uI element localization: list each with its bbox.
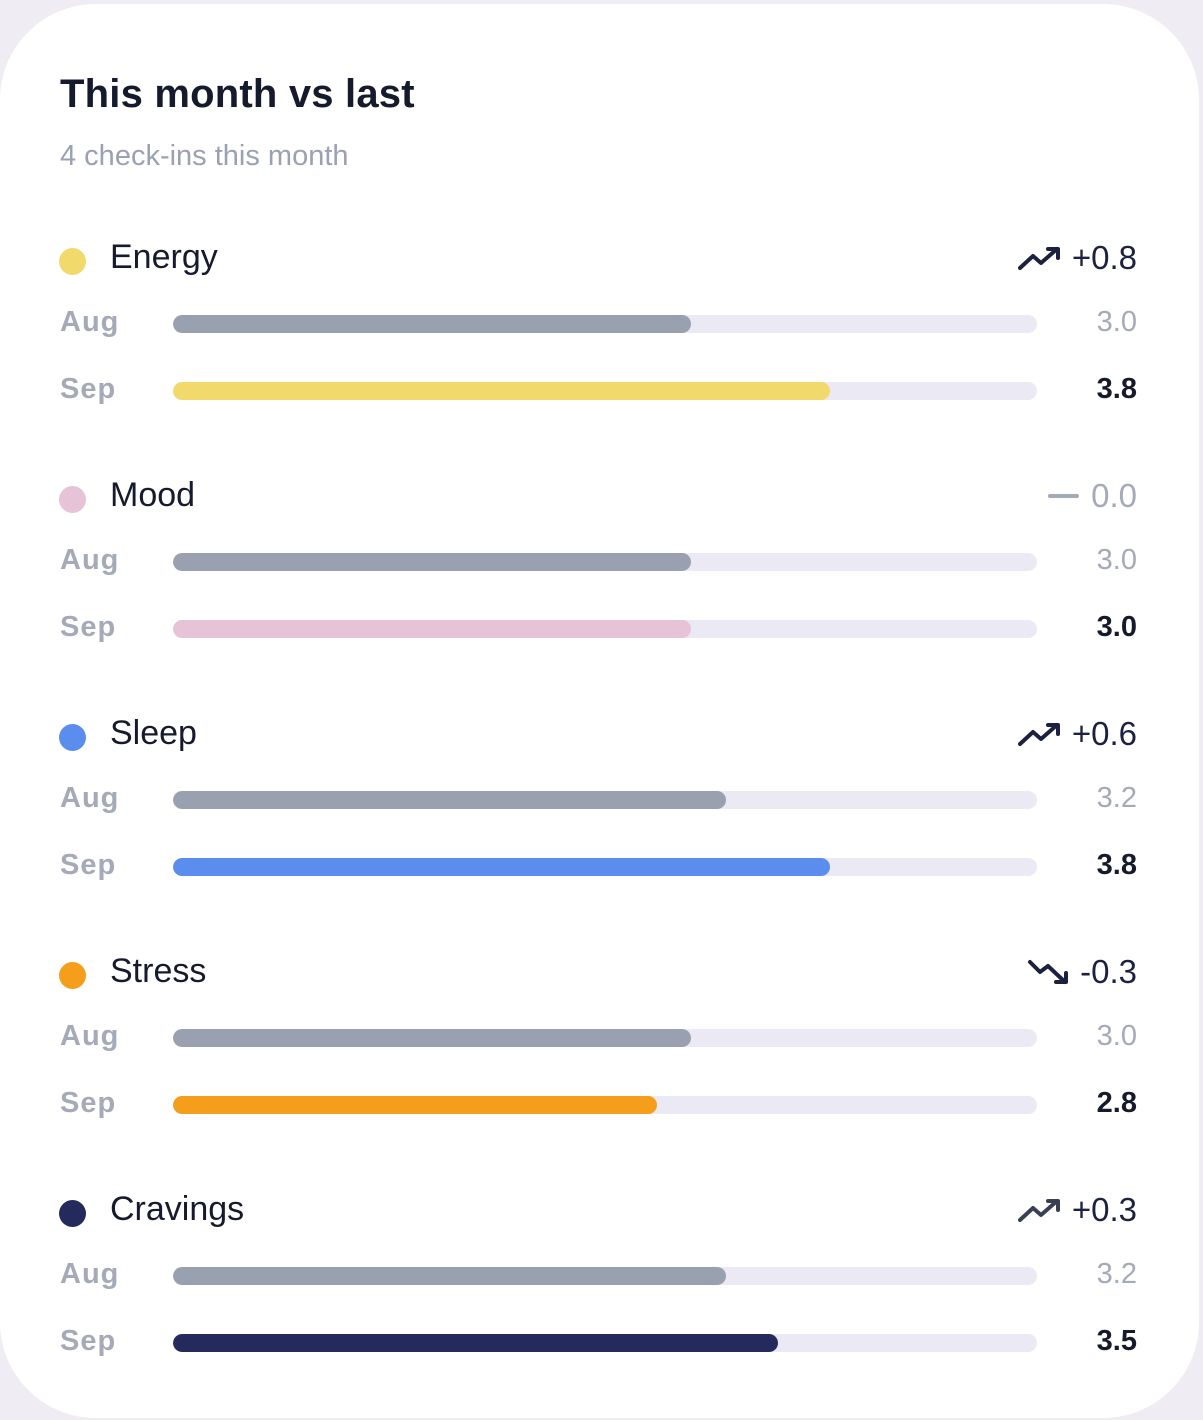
stress-sep-value: 2.8 bbox=[1096, 1087, 1137, 1119]
cravings-aug-value: 3.2 bbox=[1096, 1258, 1137, 1290]
sleep-sep-track bbox=[173, 858, 1037, 876]
sleep-color-dot bbox=[59, 724, 86, 751]
cravings-sep-bar bbox=[173, 1334, 778, 1352]
energy-sep-row: Sep 3.8 bbox=[0, 371, 1199, 411]
stress-aug-label: Aug bbox=[60, 1020, 120, 1052]
metric-name-mood: Mood bbox=[110, 476, 196, 514]
metric-mood: Mood 0.0 Aug 3.0 Sep 3.0 bbox=[0, 470, 1199, 670]
trend-up-icon bbox=[1017, 247, 1060, 270]
cravings-aug-bar bbox=[173, 1267, 726, 1285]
stress-aug-row: Aug 3.0 bbox=[0, 1018, 1199, 1058]
mood-sep-track bbox=[173, 620, 1037, 638]
energy-sep-label: Sep bbox=[60, 373, 117, 405]
mood-aug-bar bbox=[173, 553, 692, 571]
energy-sep-bar bbox=[173, 382, 830, 400]
mood-aug-track bbox=[173, 553, 1037, 571]
sleep-aug-bar bbox=[173, 791, 726, 809]
cravings-sep-track bbox=[173, 1334, 1037, 1352]
trend-flat-icon bbox=[1048, 494, 1080, 498]
energy-trend: +0.8 bbox=[1017, 238, 1137, 278]
stress-sep-bar bbox=[173, 1096, 657, 1114]
metric-name-energy: Energy bbox=[110, 238, 218, 276]
energy-aug-row: Aug 3.0 bbox=[0, 304, 1199, 344]
sleep-sep-row: Sep 3.8 bbox=[0, 847, 1199, 887]
sleep-aug-value: 3.2 bbox=[1096, 782, 1137, 814]
cravings-aug-track bbox=[173, 1267, 1037, 1285]
metric-name-cravings: Cravings bbox=[110, 1190, 245, 1228]
cravings-sep-value: 3.5 bbox=[1096, 1325, 1137, 1357]
sleep-aug-label: Aug bbox=[60, 782, 120, 814]
month-comparison-card: This month vs last 4 check-ins this mont… bbox=[0, 4, 1199, 1418]
sleep-trend: +0.6 bbox=[1017, 714, 1137, 754]
energy-color-dot bbox=[59, 248, 86, 275]
energy-delta-value: +0.8 bbox=[1071, 239, 1137, 276]
energy-aug-bar bbox=[173, 315, 692, 333]
cravings-aug-label: Aug bbox=[60, 1258, 120, 1290]
cravings-trend: +0.3 bbox=[1017, 1190, 1137, 1230]
sleep-sep-value: 3.8 bbox=[1096, 849, 1137, 881]
stress-color-dot bbox=[59, 962, 86, 989]
mood-aug-row: Aug 3.0 bbox=[0, 542, 1199, 582]
mood-aug-value: 3.0 bbox=[1096, 544, 1137, 576]
card-title: This month vs last bbox=[60, 72, 415, 116]
mood-aug-label: Aug bbox=[60, 544, 120, 576]
energy-aug-track bbox=[173, 315, 1037, 333]
trend-up-icon bbox=[1017, 1199, 1060, 1222]
stress-aug-track bbox=[173, 1029, 1037, 1047]
mood-color-dot bbox=[59, 486, 86, 513]
metric-energy: Energy +0.8 Aug 3.0 Sep 3.8 bbox=[0, 232, 1199, 432]
sleep-delta-value: +0.6 bbox=[1071, 715, 1137, 752]
sleep-sep-bar bbox=[173, 858, 830, 876]
energy-sep-value: 3.8 bbox=[1096, 373, 1137, 405]
mood-sep-label: Sep bbox=[60, 611, 117, 643]
stress-trend: -0.3 bbox=[1026, 952, 1137, 992]
stress-sep-track bbox=[173, 1096, 1037, 1114]
stress-delta-value: -0.3 bbox=[1080, 953, 1137, 990]
cravings-sep-label: Sep bbox=[60, 1325, 117, 1357]
card-subtitle: 4 check-ins this month bbox=[60, 140, 349, 172]
mood-sep-row: Sep 3.0 bbox=[0, 609, 1199, 649]
stress-sep-row: Sep 2.8 bbox=[0, 1085, 1199, 1125]
mood-sep-value: 3.0 bbox=[1096, 611, 1137, 643]
cravings-sep-row: Sep 3.5 bbox=[0, 1323, 1199, 1363]
trend-up-icon bbox=[1017, 723, 1060, 746]
energy-aug-value: 3.0 bbox=[1096, 306, 1137, 338]
trend-down-icon bbox=[1028, 960, 1069, 984]
cravings-aug-row: Aug 3.2 bbox=[0, 1256, 1199, 1296]
metric-name-sleep: Sleep bbox=[110, 714, 197, 752]
mood-sep-bar bbox=[173, 620, 692, 638]
mood-trend: 0.0 bbox=[1037, 476, 1137, 516]
energy-aug-label: Aug bbox=[60, 306, 120, 338]
sleep-aug-track bbox=[173, 791, 1037, 809]
cravings-delta-value: +0.3 bbox=[1071, 1191, 1137, 1228]
stress-aug-bar bbox=[173, 1029, 692, 1047]
stress-sep-label: Sep bbox=[60, 1087, 117, 1119]
cravings-color-dot bbox=[59, 1200, 86, 1227]
sleep-sep-label: Sep bbox=[60, 849, 117, 881]
metric-cravings: Cravings +0.3 Aug 3.2 Sep 3.5 bbox=[0, 1184, 1199, 1384]
sleep-aug-row: Aug 3.2 bbox=[0, 780, 1199, 820]
metric-sleep: Sleep +0.6 Aug 3.2 Sep 3.8 bbox=[0, 708, 1199, 908]
energy-sep-track bbox=[173, 382, 1037, 400]
mood-delta-value: 0.0 bbox=[1091, 477, 1137, 514]
metric-stress: Stress -0.3 Aug 3.0 Sep 2.8 bbox=[0, 946, 1199, 1146]
metric-name-stress: Stress bbox=[110, 952, 207, 990]
stress-aug-value: 3.0 bbox=[1096, 1020, 1137, 1052]
